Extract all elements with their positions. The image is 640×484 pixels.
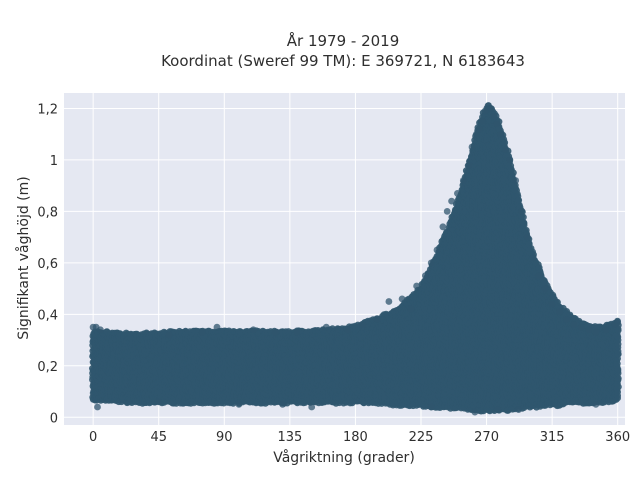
chart-subtitle: Koordinat (Sweref 99 TM): E 369721, N 61… bbox=[161, 52, 525, 70]
chart-title: År 1979 - 2019 bbox=[287, 31, 400, 50]
